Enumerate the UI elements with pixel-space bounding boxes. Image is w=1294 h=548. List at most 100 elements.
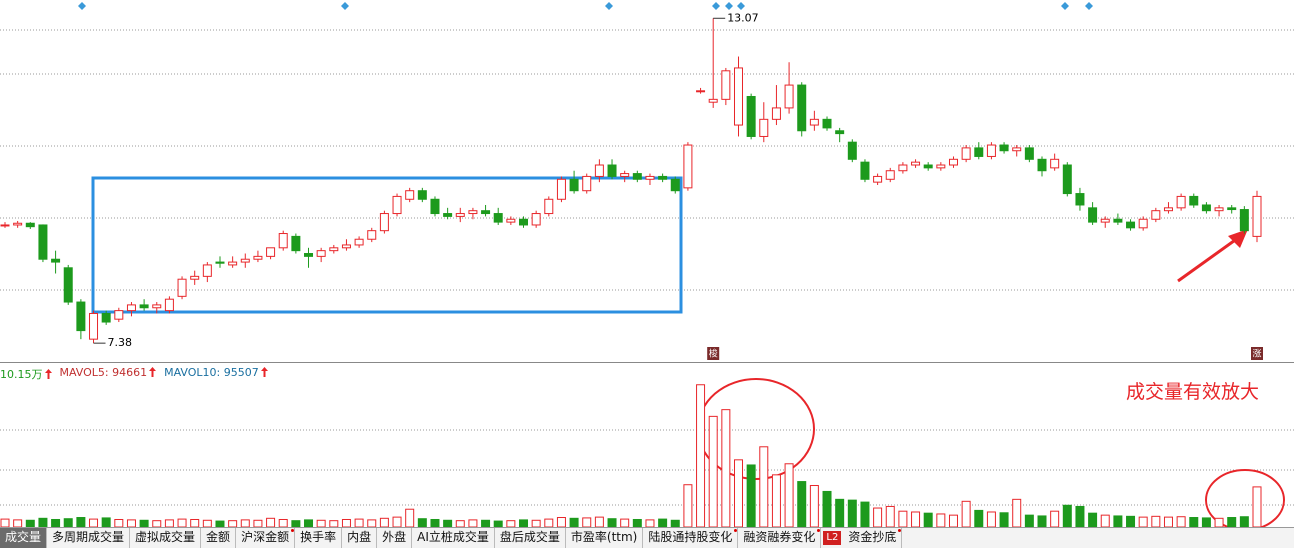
legend-entry: MAVOL5: 94661 xyxy=(60,366,157,382)
arrow xyxy=(1177,236,1239,283)
candle-body xyxy=(1113,218,1123,223)
candle-body xyxy=(202,264,212,277)
tab[interactable]: 沪深金额 xyxy=(236,528,296,548)
volume-bar xyxy=(556,517,566,527)
volume-bar xyxy=(215,520,225,527)
tab[interactable]: 内盘 xyxy=(342,528,378,548)
candle-body xyxy=(63,267,73,303)
tab[interactable]: 融资融券变化 xyxy=(738,528,822,548)
tab[interactable]: L2 xyxy=(823,531,842,545)
volume-bar xyxy=(405,508,415,527)
candle-body xyxy=(1050,158,1060,169)
candle-body xyxy=(38,224,48,260)
candle-body xyxy=(683,144,693,189)
candle-body xyxy=(582,175,592,192)
candle-body xyxy=(1100,218,1110,223)
candle-body xyxy=(835,130,845,135)
candle-body xyxy=(493,213,503,223)
candle-body xyxy=(784,84,794,109)
tab[interactable]: 金额 xyxy=(201,528,237,548)
volume-bar xyxy=(1227,517,1237,527)
candle-body xyxy=(1163,207,1173,212)
candle-body xyxy=(177,278,187,297)
trend-arrow xyxy=(149,367,157,377)
tab[interactable]: 市盈率(ttm) xyxy=(566,528,644,548)
volume-bar xyxy=(860,501,870,527)
volume-bar xyxy=(771,474,781,527)
volume-bar xyxy=(948,514,958,527)
highlight-box xyxy=(91,176,683,314)
volume-bar xyxy=(708,415,718,527)
candle-body xyxy=(506,218,516,223)
volume-bar xyxy=(392,516,402,527)
volume-bar xyxy=(797,481,807,527)
tab[interactable]: AI立桩成交量 xyxy=(412,528,495,548)
legend-entry: 10.15万 xyxy=(0,366,52,382)
volume-bar xyxy=(1201,517,1211,527)
volume-bar xyxy=(367,519,377,527)
volume-bar xyxy=(1239,516,1249,527)
volume-bar xyxy=(936,513,946,527)
candle-body xyxy=(1214,207,1224,212)
candle-body xyxy=(25,222,35,228)
volume-bar xyxy=(38,517,48,527)
volume-bar xyxy=(1088,512,1098,527)
candle-body xyxy=(430,198,440,215)
candle-body xyxy=(620,173,630,177)
volume-bar xyxy=(1100,514,1110,527)
volume-bar xyxy=(923,512,933,527)
candle-body xyxy=(354,238,364,246)
volume-bar xyxy=(986,511,996,527)
candle-body xyxy=(607,164,617,177)
volume-bar xyxy=(304,519,314,527)
tab-bar: 成交量 多周期成交量 虚拟成交量 金额 沪深金额 换手率 内盘 外盘 AI立桩成交量 盘后成交量市… xyxy=(0,527,1294,548)
volume-bar xyxy=(1176,516,1186,527)
candle-body xyxy=(1088,207,1098,223)
volume-bar xyxy=(266,517,276,527)
volume-bar xyxy=(443,519,453,527)
candle-body xyxy=(1151,210,1161,220)
candle-body xyxy=(544,198,554,215)
candle-body xyxy=(860,161,870,180)
candle-body xyxy=(455,213,465,217)
candle-body xyxy=(1024,147,1034,160)
candle-body xyxy=(898,164,908,172)
tab[interactable]: 多周期成交量 xyxy=(47,528,131,548)
candle-body xyxy=(746,95,756,137)
candle-body xyxy=(316,250,326,257)
candle-body xyxy=(569,178,579,192)
tab[interactable]: 外盘 xyxy=(377,528,413,548)
tab[interactable]: 换手率 xyxy=(295,528,343,548)
volume-bar xyxy=(329,520,339,527)
candle-body xyxy=(228,261,238,266)
tab[interactable]: 虚拟成交量 xyxy=(130,528,202,548)
candle-body xyxy=(1062,164,1072,195)
max-label: 13.07 xyxy=(727,11,759,24)
candle-body xyxy=(923,164,933,169)
candle-body xyxy=(0,224,10,227)
candle-body xyxy=(304,253,314,257)
candle-body xyxy=(481,210,491,215)
volume-bar xyxy=(582,517,592,527)
tab[interactable]: 成交量 xyxy=(0,528,48,548)
volume-bar xyxy=(0,518,10,527)
tab[interactable]: 资金抄底 xyxy=(843,528,903,548)
volume-bar xyxy=(1151,515,1161,527)
candle-body xyxy=(392,195,402,215)
event-diamonds xyxy=(78,2,1093,10)
tab[interactable]: 陆股通持股变化 xyxy=(643,528,739,548)
candle-body xyxy=(152,304,162,309)
volume-bar xyxy=(164,519,174,527)
candle-body xyxy=(531,213,541,226)
candle-body xyxy=(1239,209,1249,232)
volume-bar xyxy=(177,518,187,527)
tab[interactable]: 盘后成交量 xyxy=(495,528,566,548)
candle-body xyxy=(367,230,377,240)
volume-bar xyxy=(1189,517,1199,527)
candle-body xyxy=(822,118,832,129)
candle-body xyxy=(101,312,111,323)
volume-bar xyxy=(139,519,149,527)
highlight-circle xyxy=(1205,469,1285,527)
candle-body xyxy=(1138,218,1148,229)
